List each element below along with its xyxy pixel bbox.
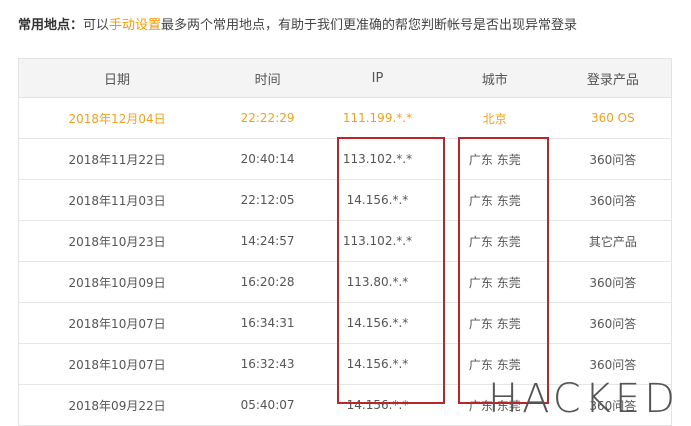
- table-cell: 2018年11月03日: [18, 179, 216, 221]
- column-header: 登录产品: [554, 58, 672, 98]
- column-header: IP: [320, 58, 435, 98]
- table-cell: 14.156.*.*: [320, 384, 435, 426]
- table-cell: 05:40:07: [215, 384, 321, 426]
- table-cell: 2018年10月23日: [18, 220, 216, 262]
- table-cell: 14:24:57: [215, 220, 321, 262]
- table-row: 2018年11月22日 20:40:14 113.102.*.* 广东 东莞 360问答: [18, 138, 672, 180]
- column-header: 日期: [18, 58, 216, 98]
- table-cell: 2018年09月22日: [18, 384, 216, 426]
- table-cell: 16:34:31: [215, 302, 321, 344]
- table-cell: 14.156.*.*: [320, 302, 435, 344]
- notice-suffix: 最多两个常用地点，有助于我们更准确的帮您判断帐号是否出现异常登录: [161, 18, 578, 33]
- table-cell: 2018年10月07日: [18, 343, 216, 385]
- notice-label: 常用地点：: [18, 18, 84, 33]
- table-cell: 其它产品: [554, 220, 672, 262]
- highlight-box: [337, 137, 445, 404]
- column-header: 时间: [215, 58, 321, 98]
- table-cell: 16:20:28: [215, 261, 321, 303]
- table-cell: 360问答: [554, 343, 672, 385]
- table-row: 2018年12月04日 22:22:29 111.199.*.* 北京 360 OS: [18, 97, 672, 139]
- table-cell: 360问答: [554, 138, 672, 180]
- table-cell: 113.102.*.*: [320, 220, 435, 262]
- table-cell: 111.199.*.*: [320, 97, 435, 139]
- table-cell: 16:32:43: [215, 343, 321, 385]
- highlight-box: [458, 137, 549, 404]
- table-cell: 广东 东莞: [434, 138, 555, 180]
- notice-prefix: 可以: [83, 18, 110, 33]
- watermark: HACKED: [488, 376, 679, 422]
- column-header: 城市: [434, 58, 555, 98]
- table-cell: 113.102.*.*: [320, 138, 435, 180]
- table-cell: 2018年10月09日: [18, 261, 216, 303]
- table-cell: 北京: [434, 97, 555, 139]
- table-cell: 14.156.*.*: [320, 343, 435, 385]
- table-cell: 360问答: [554, 261, 672, 303]
- table-row: 2018年11月03日 22:12:05 14.156.*.* 广东 东莞 360问答: [18, 179, 672, 221]
- table-row: 2018年10月23日 14:24:57 113.102.*.* 广东 东莞 其它产品: [18, 220, 672, 262]
- table-cell: 广东 东莞: [434, 261, 555, 303]
- table-cell: 20:40:14: [215, 138, 321, 180]
- table-cell: 广东 东莞: [434, 220, 555, 262]
- table-cell: 113.80.*.*: [320, 261, 435, 303]
- table-cell: 360 OS: [554, 97, 672, 139]
- login-table: 日期 时间 IP 城市 登录产品 2018年12月04日 22:22:29 111.199.…: [18, 58, 672, 426]
- table-cell: 22:22:29: [215, 97, 321, 139]
- table-cell: 360问答: [554, 302, 672, 344]
- table-cell: 广东 东莞: [434, 179, 555, 221]
- table-row: 2018年10月07日 16:34:31 14.156.*.* 广东 东莞 360问答: [18, 302, 672, 344]
- table-cell: 2018年11月22日: [18, 138, 216, 180]
- table-cell: 2018年12月04日: [18, 97, 216, 139]
- table-row: 2018年09月22日 05:40:07 14.156.*.* 广东 东莞 360问答: [18, 384, 672, 426]
- table-cell: 广东 东莞: [434, 343, 555, 385]
- header-row: 日期 时间 IP 城市 登录产品: [18, 58, 672, 98]
- settings-link[interactable]: 手动设置: [109, 18, 162, 33]
- table-cell: 360问答: [554, 384, 672, 426]
- table-cell: 2018年10月07日: [18, 302, 216, 344]
- table-body: 2018年12月04日 22:22:29 111.199.*.* 北京 360 OS 20…: [18, 97, 672, 426]
- table-row: 2018年10月09日 16:20:28 113.80.*.* 广东 东莞 360问答: [18, 261, 672, 303]
- table-cell: 22:12:05: [215, 179, 321, 221]
- table-cell: 360问答: [554, 179, 672, 221]
- table-cell: 广东 东莞: [434, 302, 555, 344]
- table-row: 2018年10月07日 16:32:43 14.156.*.* 广东 东莞 360问答: [18, 343, 672, 385]
- table-cell: 14.156.*.*: [320, 179, 435, 221]
- notice: 常用地点：可以手动设置最多两个常用地点，有助于我们更准确的帮您判断帐号是否出现异…: [18, 14, 577, 33]
